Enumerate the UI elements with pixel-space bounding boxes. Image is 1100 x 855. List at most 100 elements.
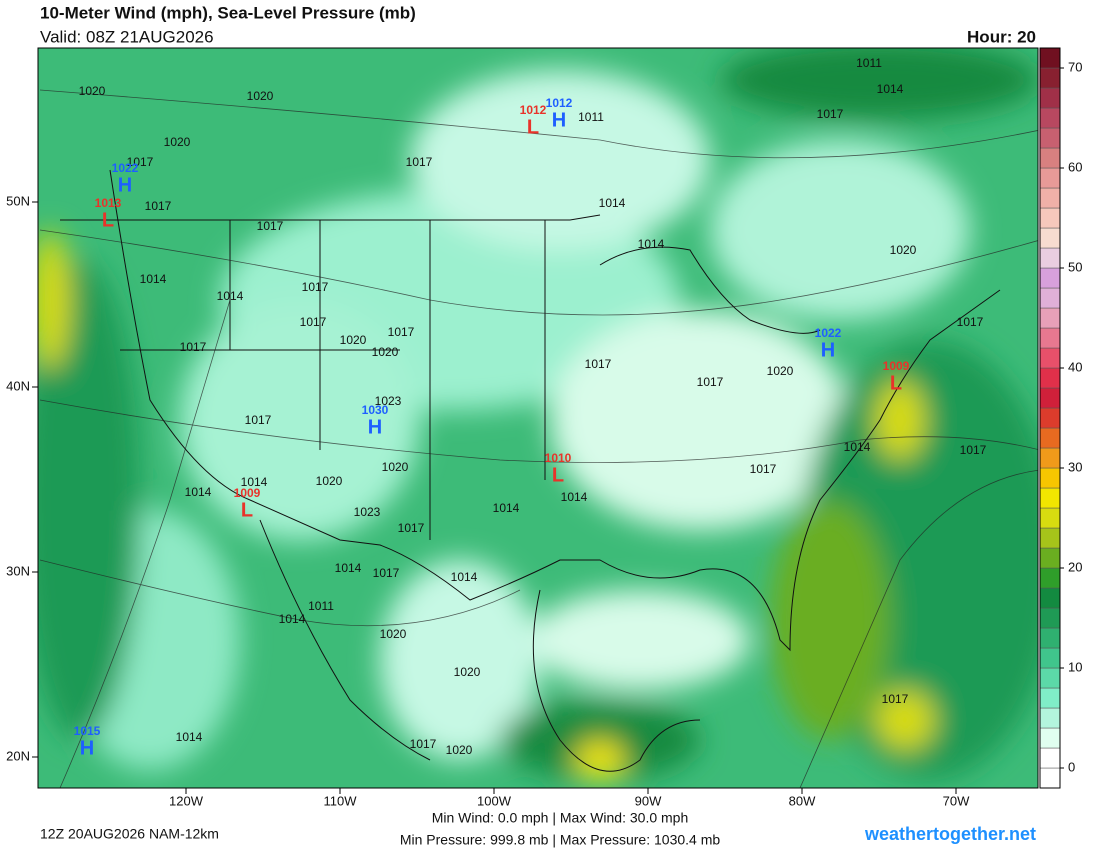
colorbar-label: 60 (1068, 159, 1082, 174)
map-field (38, 48, 1038, 788)
colorbar-segment (1039, 47, 1061, 69)
isobar-label: 1017 (388, 325, 415, 339)
center-letter: H (80, 737, 94, 759)
pressure-stats: Min Pressure: 999.8 mb | Max Pressure: 1… (400, 832, 721, 848)
colorbar-segment (1039, 607, 1061, 629)
isobar-label: 1020 (247, 89, 274, 103)
isobars (39, 89, 1038, 788)
isobar-label: 1017 (127, 155, 154, 169)
center-pressure: 1030 (362, 403, 389, 417)
center-letter: L (552, 464, 564, 486)
center-pressure: 1012 (546, 96, 573, 110)
isobar-label: 1023 (375, 394, 402, 408)
colorbar-segment (1039, 247, 1061, 269)
colorbar-segment (1039, 147, 1061, 169)
center-pressure: 1009 (234, 486, 261, 500)
isobar-label: 1020 (79, 84, 106, 98)
colorbar-frame (1039, 47, 1061, 789)
colorbar-segment (1039, 567, 1061, 589)
colorbar-segment (1039, 527, 1061, 549)
lat-label: 20N (6, 748, 30, 763)
colorbar-segment (1039, 327, 1061, 349)
isobar-label: 1020 (454, 665, 481, 679)
colorbar-segment (1039, 267, 1061, 289)
isobar-label: 1014 (493, 501, 520, 515)
center-pressure: 1022 (815, 326, 842, 340)
isobar-label: 1020 (382, 460, 409, 474)
colorbar-segment (1039, 747, 1061, 769)
isobar-label: 1014 (877, 82, 904, 96)
lon-label: 70W (943, 793, 970, 808)
isobar-label: 1020 (890, 243, 917, 257)
isobar-label: 1014 (451, 570, 478, 584)
isobar-label: 1014 (335, 561, 362, 575)
lon-label: 120W (169, 793, 204, 808)
center-pressure: 1015 (74, 724, 101, 738)
isobar-label: 1014 (561, 490, 588, 504)
colorbar-label: 30 (1068, 459, 1082, 474)
colorbar-segment (1039, 207, 1061, 229)
isobar-label: 1014 (844, 440, 871, 454)
colorbar-segment (1039, 427, 1061, 449)
colorbar-label: 70 (1068, 59, 1082, 74)
isobar-label: 1017 (697, 375, 724, 389)
center-letter: L (890, 372, 902, 394)
isobar-label: 1011 (578, 110, 604, 124)
colorbar-label: 20 (1068, 559, 1082, 574)
isobar-label: 1017 (398, 521, 425, 535)
colorbar-segment (1039, 387, 1061, 409)
isobar-label: 1017 (245, 413, 272, 427)
colorbar-segment (1039, 407, 1061, 429)
lon-label: 100W (477, 793, 512, 808)
isobar-label: 1020 (446, 743, 473, 757)
center-pressure: 1012 (520, 103, 547, 117)
colorbar-segment (1039, 667, 1061, 689)
center-letter: L (527, 116, 539, 138)
colorbar-segment (1039, 767, 1061, 789)
colorbar-segment (1039, 507, 1061, 529)
isobar-label: 1023 (354, 505, 381, 519)
isobar-label: 1014 (176, 730, 203, 744)
colorbar-segment (1039, 307, 1061, 329)
center-pressure: 1010 (545, 451, 572, 465)
lon-label: 90W (635, 793, 662, 808)
model-run: 12Z 20AUG2026 NAM-12km (40, 826, 219, 842)
isobar-label: 1017 (300, 315, 327, 329)
title: 10-Meter Wind (mph), Sea-Level Pressure … (40, 3, 416, 22)
isobar-label: 1014 (599, 196, 626, 210)
isobar-label: 1017 (817, 107, 844, 121)
isobar-label: 1017 (373, 566, 400, 580)
isobar-label: 1014 (241, 475, 268, 489)
isobar-label: 1017 (145, 199, 172, 213)
isobar-label: 1017 (180, 340, 207, 354)
colorbar-segment (1039, 187, 1061, 209)
center-pressure: 1013 (95, 196, 122, 210)
colorbar-segment (1039, 467, 1061, 489)
colorbar-segment (1039, 647, 1061, 669)
site-credit: weathertogether.net (864, 824, 1036, 844)
isobar-label: 1020 (767, 364, 794, 378)
isobar-label: 1017 (302, 280, 329, 294)
colorbar-segment (1039, 547, 1061, 569)
map-frame (37, 47, 1039, 789)
isobar-label: 1014 (217, 289, 244, 303)
valid-time: Valid: 08Z 21AUG2026 (40, 27, 214, 46)
colorbar-segment (1039, 67, 1061, 89)
isobar-label: 1020 (372, 345, 399, 359)
colorbar-label: 0 (1068, 759, 1075, 774)
colorbar-segment (1039, 707, 1061, 729)
isobar-label: 1017 (882, 692, 909, 706)
forecast-hour: Hour: 20 (967, 27, 1036, 46)
colorbar-segment (1039, 447, 1061, 469)
colorbar-segment (1039, 367, 1061, 389)
colorbar-segment (1039, 287, 1061, 309)
center-letter: L (102, 209, 114, 231)
isobar-label: 1017 (257, 219, 284, 233)
isobar-label: 1017 (406, 155, 433, 169)
wind-stats: Min Wind: 0.0 mph | Max Wind: 30.0 mph (432, 810, 689, 826)
isobar-label: 1014 (140, 272, 167, 286)
isobar-label: 1020 (380, 627, 407, 641)
colorbar-label: 10 (1068, 659, 1082, 674)
